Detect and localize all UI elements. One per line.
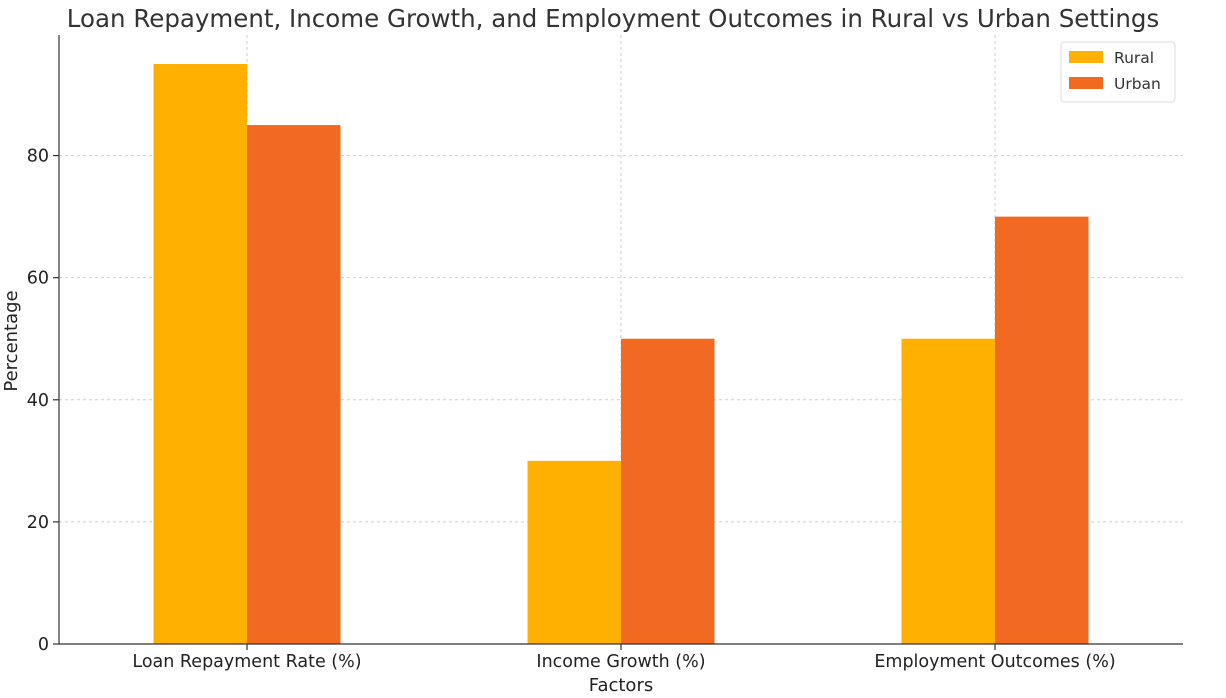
y-tick-label: 20 — [27, 513, 49, 533]
y-axis-ticks: 0 20 40 60 80 — [27, 147, 59, 655]
y-tick-label: 60 — [27, 269, 49, 289]
y-tick-label: 80 — [27, 147, 49, 167]
y-axis-label: Percentage — [1, 290, 22, 391]
y-tick-label: 0 — [38, 635, 49, 655]
legend-swatch-rural — [1069, 51, 1103, 63]
x-tick-label: Loan Repayment Rate (%) — [132, 652, 361, 672]
bar-rural — [902, 339, 996, 644]
legend: Rural Urban — [1061, 42, 1175, 102]
bar-urban — [247, 125, 341, 644]
legend-label-rural: Rural — [1114, 49, 1154, 67]
x-axis-ticks: Loan Repayment Rate (%) Income Growth (%)… — [132, 644, 1115, 672]
bar-urban — [995, 217, 1089, 644]
y-tick-label: 40 — [27, 391, 49, 411]
x-tick-label: Income Growth (%) — [536, 652, 705, 672]
chart-title: Loan Repayment, Income Growth, and Emplo… — [67, 4, 1159, 33]
x-axis-label: Factors — [589, 675, 653, 696]
legend-label-urban: Urban — [1114, 75, 1161, 93]
bar-rural — [154, 64, 248, 644]
x-tick-label: Employment Outcomes (%) — [874, 652, 1115, 672]
bar-urban — [621, 339, 715, 644]
legend-swatch-urban — [1069, 77, 1103, 89]
bar-rural — [528, 461, 622, 644]
